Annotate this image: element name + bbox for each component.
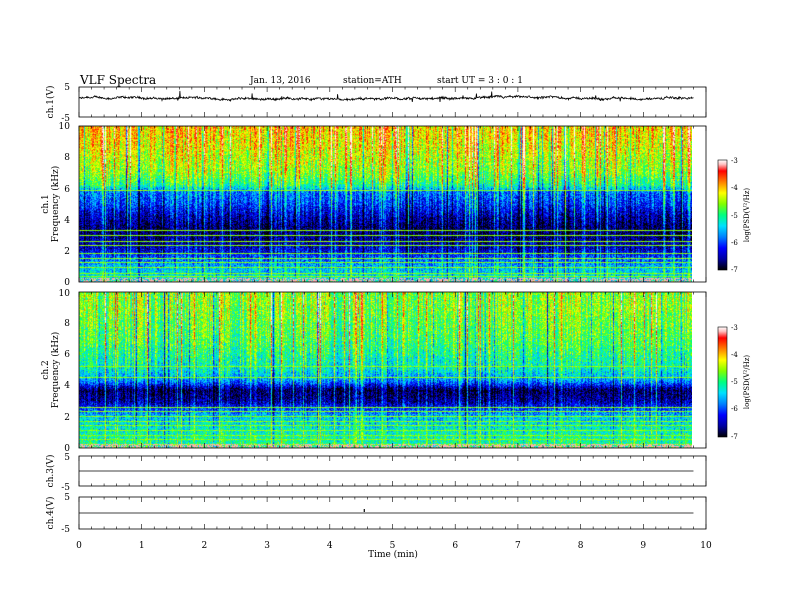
ch3-waveform-xticks <box>78 456 707 486</box>
ch2-freq-tick-0: 0 <box>64 444 70 454</box>
date-label: Jan. 13, 2016 <box>249 76 311 86</box>
ch3-waveform-panel: 5 -5 ch.3(V) <box>45 453 707 493</box>
start-time-label: start UT = 3 : 0 : 1 <box>437 76 523 86</box>
ch2-spectrogram-ylabel-channel: ch.2 <box>41 360 51 379</box>
time-axis-label: Time (min) <box>368 549 418 560</box>
ch4-ytick-bottom: -5 <box>61 525 70 535</box>
ch1-waveform-trace <box>78 90 694 103</box>
ch2-freq-tick-2: 2 <box>64 413 70 423</box>
ch2-spectrogram-image <box>79 292 692 448</box>
ch1-spectrogram-image <box>79 126 692 282</box>
ch4-ytick-top: 5 <box>64 493 70 503</box>
ch1-freq-tick-6: 6 <box>64 185 70 195</box>
ch2-freq-tick-6: 6 <box>64 350 70 360</box>
ch3-ytick-top: 5 <box>64 453 70 463</box>
ch1-waveform-ylabel: ch.1(V) <box>45 86 56 119</box>
ch4-waveform-xticks <box>78 497 707 529</box>
ch1-waveform-xticks <box>78 87 707 117</box>
ch2-colorbar-tick-m6: -6 <box>731 405 738 413</box>
ch2-colorbar: -3 -4 -5 -6 -7 log(PSD(V²/Hz) <box>717 324 751 441</box>
ch1-colorbar: -3 -4 -5 -6 -7 log(PSD(V²/Hz) <box>717 157 751 274</box>
time-tick-label: 7 <box>515 541 521 551</box>
time-tick-label: 0 <box>76 541 82 551</box>
ch3-ytick-bottom: -5 <box>61 483 70 493</box>
ch1-colorbar-scale <box>717 159 728 271</box>
ch1-colorbar-label: log(PSD(V²/Hz) <box>743 188 751 243</box>
ch1-colorbar-tick-m4: -4 <box>731 184 738 192</box>
ch2-freq-tick-10: 10 <box>59 289 71 299</box>
ch1-freq-tick-0: 0 <box>64 278 70 288</box>
ch1-waveform-panel: 5 -5 ch.1(V) <box>45 83 707 124</box>
time-tick-label: 2 <box>202 541 208 551</box>
time-tick-label: 6 <box>452 541 458 551</box>
time-tick-label: 9 <box>640 541 646 551</box>
ch2-colorbar-tick-m5: -5 <box>731 378 738 386</box>
time-axis-tick-labels: 0 1 2 3 4 5 6 7 8 9 10 <box>76 541 712 551</box>
station-label: station=ATH <box>343 76 402 86</box>
ch2-spectrogram-xticks <box>78 292 707 448</box>
ch2-colorbar-tick-m7: -7 <box>731 433 738 441</box>
ch1-spectrogram-xticks <box>78 126 707 282</box>
figure-title: VLF Spectra <box>79 73 156 87</box>
ch1-freq-tick-10: 10 <box>59 122 71 132</box>
ch1-freq-tick-2: 2 <box>64 247 70 257</box>
time-tick-label: 5 <box>390 541 396 551</box>
ch3-waveform-ylabel: ch.3(V) <box>45 455 56 488</box>
ch1-colorbar-tick-m6: -6 <box>731 239 738 247</box>
ch1-spectrogram-ylabel-frequency: Frequency (kHz) <box>50 166 61 243</box>
ch1-colorbar-tick-m5: -5 <box>731 212 738 220</box>
ch4-waveform-panel: 5 -5 ch.4(V) <box>45 493 707 535</box>
ch2-colorbar-label: log(PSD(V²/Hz) <box>743 355 751 410</box>
ch1-colorbar-tick-m7: -7 <box>731 266 738 274</box>
time-tick-label: 3 <box>264 541 270 551</box>
time-tick-label: 10 <box>700 541 712 551</box>
ch2-colorbar-scale <box>717 326 728 438</box>
ch1-spectrogram-panel: 0 2 4 6 8 10 ch.1 Frequency (kHz) -3 -4 … <box>41 122 751 288</box>
ch2-spectrogram-yticks: 0 2 4 6 8 10 <box>59 289 71 454</box>
time-tick-label: 4 <box>327 541 333 551</box>
ch2-colorbar-tick-m4: -4 <box>731 351 738 359</box>
ch2-spectrogram-panel: 0 2 4 6 8 10 ch.2 Frequency (kHz) -3 -4 … <box>41 289 751 454</box>
ch2-colorbar-tick-m3: -3 <box>731 324 738 332</box>
ch1-spectrogram-yticks: 0 2 4 6 8 10 <box>59 122 71 288</box>
ch2-spectrogram-ylabel-frequency: Frequency (kHz) <box>50 332 61 409</box>
ch1-freq-tick-8: 8 <box>64 153 70 163</box>
ch1-ytick-top: 5 <box>64 83 70 93</box>
ch1-spectrogram-ylabel-channel: ch.1 <box>41 194 51 213</box>
time-tick-label: 1 <box>139 541 145 551</box>
ch1-ytick-bottom: -5 <box>61 114 70 124</box>
ch2-freq-tick-4: 4 <box>64 381 70 391</box>
ch1-colorbar-tick-m3: -3 <box>731 157 738 165</box>
ch4-waveform-ylabel: ch.4(V) <box>45 497 56 530</box>
time-tick-label: 8 <box>578 541 584 551</box>
ch2-freq-tick-8: 8 <box>64 319 70 329</box>
ch1-freq-tick-4: 4 <box>64 216 70 226</box>
